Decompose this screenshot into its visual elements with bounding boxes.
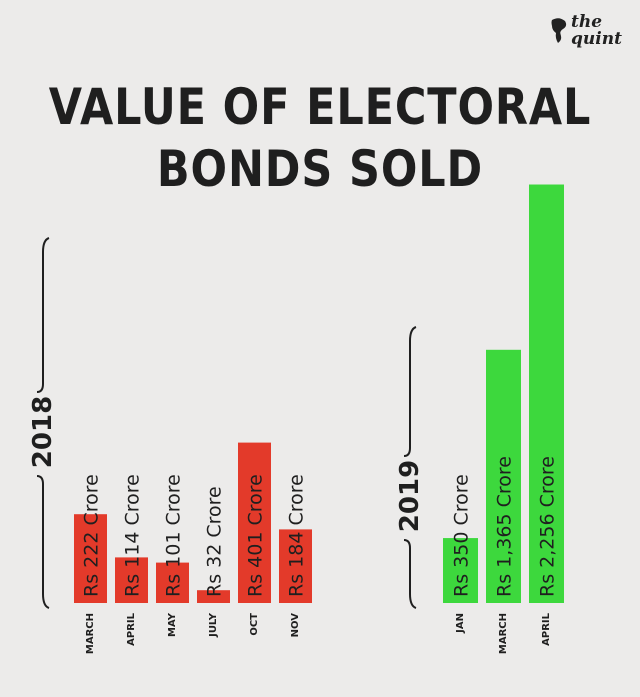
brand-wordmark: the quint — [571, 14, 622, 48]
data-label-2019-1: Rs 1,365 Crore — [494, 456, 516, 597]
category-label-2018-5: NOV — [290, 613, 301, 638]
data-label-2018-5: Rs 184 Crore — [286, 474, 308, 597]
year-label-2019: 2019 — [395, 460, 425, 532]
bar-2018-4 — [238, 442, 271, 603]
chart-title-line2: BONDS SOLD — [156, 140, 484, 198]
data-label-2018-4: Rs 401 Crore — [245, 474, 267, 597]
data-label-2018-2: Rs 101 Crore — [163, 474, 185, 597]
year-label-2018: 2018 — [28, 396, 58, 468]
brace-2019 — [403, 326, 417, 609]
chart-title: VALUE OF ELECTORAL BONDS SOLD — [45, 76, 595, 200]
data-label-2019-2: Rs 2,256 Crore — [537, 456, 559, 597]
chart-title-line1: VALUE OF ELECTORAL — [48, 78, 592, 136]
bar-2018-2 — [156, 562, 189, 603]
quint-dragon-icon — [551, 18, 567, 43]
category-label-2019-1: MARCH — [498, 613, 509, 654]
category-label-2019-2: APRIL — [541, 612, 552, 645]
data-label-2018-3: Rs 32 Crore — [204, 486, 226, 597]
category-label-2019-0: JAN — [455, 613, 466, 634]
bar-2018-5 — [279, 529, 312, 603]
brace-2018 — [36, 237, 50, 609]
data-label-2018-0: Rs 222 Crore — [81, 474, 103, 597]
bar-2018-1 — [115, 557, 148, 603]
brand-word-quint: quint — [571, 29, 622, 49]
bar-2019-1 — [486, 349, 521, 603]
category-label-2018-3: JULY — [208, 612, 219, 638]
bar-2018-3 — [197, 590, 230, 603]
bar-2019-0 — [443, 538, 478, 603]
bar-2019-2 — [529, 184, 564, 603]
brand-word-the: the — [571, 12, 603, 32]
brand-logo: the quint — [549, 14, 629, 56]
category-label-2018-1: APRIL — [126, 612, 137, 645]
category-label-2018-0: MARCH — [85, 613, 96, 654]
bar-2018-0 — [74, 514, 107, 603]
data-label-2018-1: Rs 114 Crore — [122, 474, 144, 597]
data-label-2019-0: Rs 350 Crore — [451, 474, 473, 597]
category-label-2018-4: OCT — [249, 613, 260, 636]
category-label-2018-2: MAY — [167, 612, 178, 637]
